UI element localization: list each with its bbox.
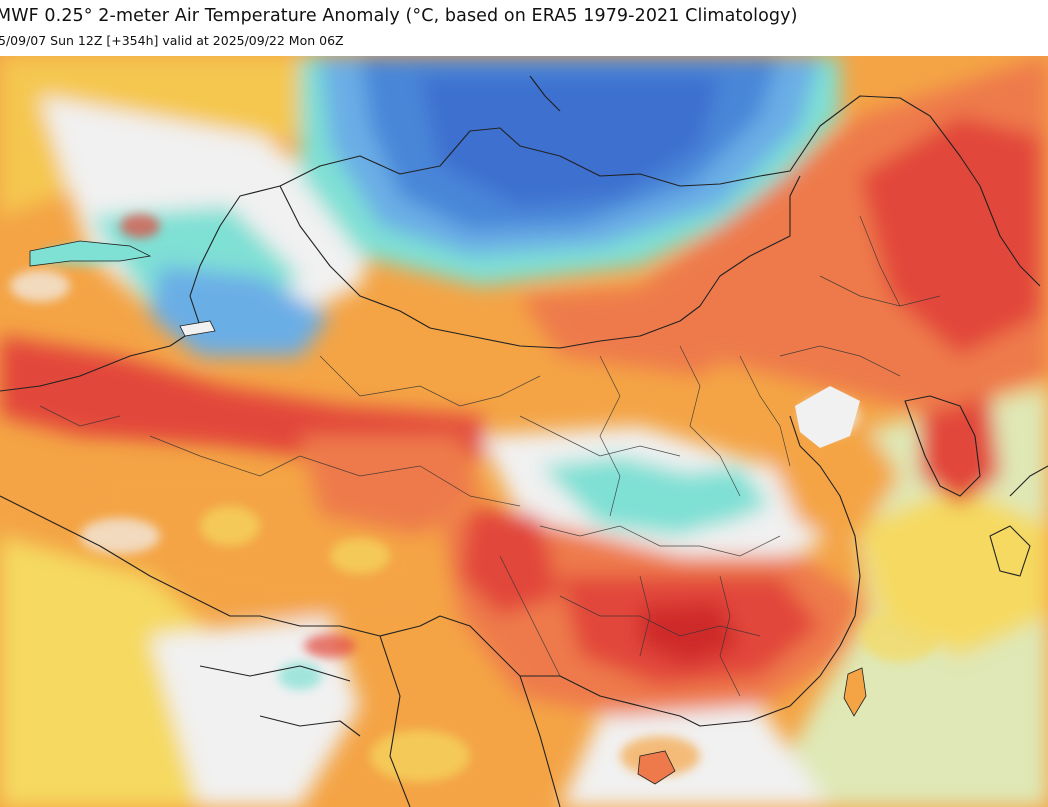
- province-line-7: [539, 525, 781, 557]
- border-india-nepal: [199, 665, 351, 682]
- temperature-anomaly-map: [0, 56, 1048, 807]
- province-line-2: [299, 455, 521, 507]
- province-line-11: [719, 575, 741, 697]
- province-line-9: [499, 555, 561, 677]
- lakes: [29, 75, 561, 337]
- province-line-16: [39, 405, 121, 427]
- speckle-white-2: [10, 270, 70, 302]
- anomaly-zone-southwest-red: [460, 506, 560, 616]
- hainan-island: [637, 750, 676, 785]
- anomaly-zone-korea-red: [920, 396, 1000, 506]
- lake-balkhash: [29, 240, 152, 267]
- province-line-1: [319, 355, 541, 407]
- speckle-yellow-1: [200, 506, 260, 546]
- lake-issyk-kul: [179, 320, 216, 337]
- lake-baikal: [529, 75, 561, 112]
- coastline-japan: [1009, 465, 1048, 497]
- speckle-yellow-4: [370, 730, 470, 782]
- province-line-15: [149, 435, 301, 477]
- province-line-3: [519, 415, 681, 457]
- anomaly-zone-west-red-band: [0, 336, 500, 466]
- map-valid-time: 5/09/07 Sun 12Z [+354h] valid at 2025/09…: [0, 33, 344, 48]
- province-line-8: [559, 595, 761, 637]
- coastline-bay-of-bengal: [259, 715, 361, 737]
- anomaly-zone-northeast-red: [860, 116, 1040, 356]
- taiwan-island: [843, 667, 867, 717]
- province-line-14: [779, 345, 901, 377]
- bohai-sea: [795, 386, 860, 448]
- anomaly-zone-central-light-blue: [660, 466, 770, 526]
- speckle-red-2: [304, 634, 356, 658]
- province-line-5: [679, 345, 741, 497]
- anomaly-zone-siberia-deep-blue: [420, 76, 720, 206]
- border-china-mongolia: [279, 175, 801, 349]
- border-mongolia-russia: [279, 95, 1041, 287]
- coastline-japan-kyushu: [989, 525, 1031, 577]
- map-header: MWF 0.25° 2-meter Air Temperature Anomal…: [0, 0, 1048, 56]
- speckle-white-1: [80, 518, 160, 554]
- anomaly-zone-east-coast-orange: [760, 416, 900, 536]
- anomaly-color-field: [0, 56, 1048, 807]
- province-line-4: [599, 355, 621, 517]
- speckle-yellow-3: [860, 610, 940, 662]
- map-title: MWF 0.25° 2-meter Air Temperature Anomal…: [0, 6, 798, 26]
- coastline-china-east: [679, 415, 861, 727]
- province-line-10: [639, 575, 651, 657]
- anomaly-zone-north-salmon: [520, 286, 760, 376]
- province-line-6: [739, 355, 791, 467]
- speckle-yellow-2: [330, 538, 390, 574]
- border-vietnam: [519, 675, 561, 807]
- border-korea: [904, 395, 981, 497]
- border-myanmar: [379, 635, 411, 807]
- province-line-12: [819, 275, 941, 307]
- province-borders: [39, 215, 941, 697]
- anomaly-zone-tibet-salmon: [300, 436, 480, 536]
- speckle-red-1: [120, 214, 160, 238]
- province-line-13: [859, 215, 901, 307]
